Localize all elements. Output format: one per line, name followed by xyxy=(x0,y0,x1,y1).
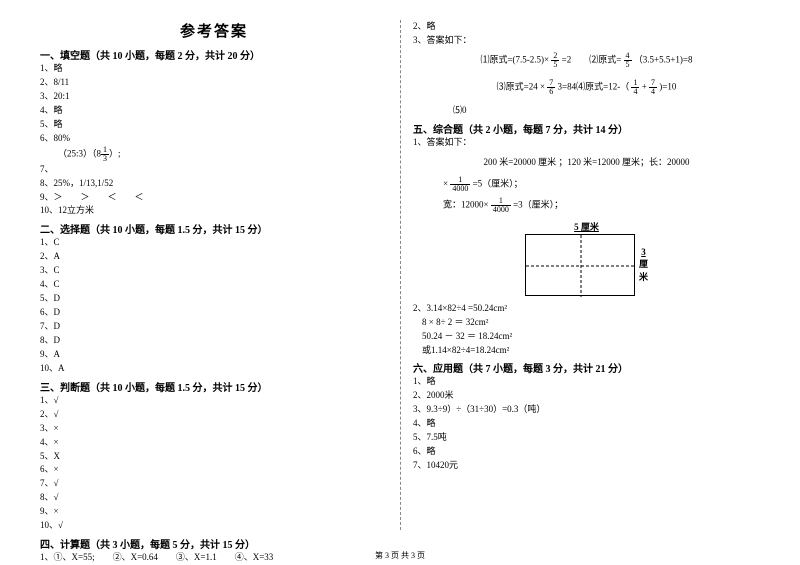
c1-2: 200 米=20000 厘米 ；120 米=12000 厘米；长：20000 xyxy=(413,156,760,170)
expr-line-1: ⑴原式=(7.5-2.5)× 25 =2 ⑵原式= 45 （3.5+5.5+1)… xyxy=(413,52,760,69)
s3-6: 6、× xyxy=(40,463,388,477)
frac-1-4000a: 14000 xyxy=(450,176,470,193)
s3-8: 8、√ xyxy=(40,491,388,505)
plus: + xyxy=(642,81,647,91)
s2-10: 10、A xyxy=(40,362,388,376)
c1-4: 宽：12000× 14000 =3（厘米）； xyxy=(413,197,760,214)
s1-2: 2、8/11 xyxy=(40,76,388,90)
s2-3: 3、C xyxy=(40,264,388,278)
s2-8: 8、D xyxy=(40,334,388,348)
rect-label-right: 3 厘 米 xyxy=(639,247,648,283)
rectangle xyxy=(525,234,635,296)
rect-dashes xyxy=(526,235,636,297)
expr2a: ⑶原式=24 × xyxy=(497,81,545,91)
frac-7-4: 74 xyxy=(649,79,657,96)
section-6-head: 六、应用题（共 7 小题，每题 3 分，共计 21 分） xyxy=(413,360,760,375)
c1-3a: × xyxy=(443,178,448,188)
expr-line-2: ⑶原式=24 × 76 3=84⑷原式=12-（ 14 + 74 )=10 xyxy=(413,79,760,96)
s1-7-label: 7、 xyxy=(40,163,388,177)
r2: 3、答案如下： xyxy=(413,34,760,48)
c1-1: 1、答案如下： xyxy=(413,136,760,150)
section-3-head: 三、判断题（共 10 小题，每题 1.5 分，共计 15 分） xyxy=(40,379,388,394)
s1-7-expr: （25:3）（813）; xyxy=(40,146,388,163)
s1-7-prefix: （25:3）（8 xyxy=(58,148,101,158)
frac-2-5: 25 xyxy=(551,52,559,69)
section-1-head: 一、填空题（共 10 小题，每题 2 分，共计 20 分） xyxy=(40,47,388,62)
s1-8: 8、25%，1/13,1/52 xyxy=(40,177,388,191)
s1-9: 9、＞ ＞ ＜ ＜ xyxy=(40,191,388,205)
c2-1: 2、3.14×82÷4 =50.24cm² xyxy=(413,302,760,316)
c2-4: 或1.14×82÷4=18.24cm² xyxy=(413,344,760,358)
c1-3: × 14000 =5（厘米）； xyxy=(413,176,760,193)
c2-2: 8 × 8÷ 2 ＝ 32cm² xyxy=(413,316,760,330)
s3-4: 4、× xyxy=(40,436,388,450)
s1-7-suffix: ）; xyxy=(109,148,121,158)
section-4-head: 四、计算题（共 3 小题，每题 5 分，共计 15 分） xyxy=(40,536,388,551)
right-column: 2、略 3、答案如下： ⑴原式=(7.5-2.5)× 25 =2 ⑵原式= 45… xyxy=(400,20,760,530)
s1-4: 4、略 xyxy=(40,104,388,118)
s1-5: 5、略 xyxy=(40,118,388,132)
s1-10: 10、12立方米 xyxy=(40,204,388,218)
s1-3: 3、20:1 xyxy=(40,90,388,104)
c1-4b: =3（厘米）； xyxy=(513,199,563,209)
page-footer: 第 3 页 共 3 页 xyxy=(0,550,800,561)
left-column: 参考答案 一、填空题（共 10 小题，每题 2 分，共计 20 分） 1、略 2… xyxy=(40,20,400,530)
c1-3b: =5（厘米）； xyxy=(473,178,523,188)
s6-1: 1、略 xyxy=(413,375,760,389)
s6-6: 6、略 xyxy=(413,445,760,459)
rr3: 米 xyxy=(639,270,648,283)
s2-9: 9、A xyxy=(40,348,388,362)
section-2-head: 二、选择题（共 10 小题，每题 1.5 分，共计 15 分） xyxy=(40,221,388,236)
expr1c: （3.5+5.5+1)=8 xyxy=(634,54,693,64)
s6-2: 2、2000米 xyxy=(413,389,760,403)
rr2: 厘 xyxy=(639,257,648,270)
page-title: 参考答案 xyxy=(40,20,388,41)
s3-2: 2、√ xyxy=(40,408,388,422)
s1-6: 6、80% xyxy=(40,132,388,146)
c1-4a: 宽：12000× xyxy=(443,199,489,209)
frac-1-4000b: 14000 xyxy=(491,197,511,214)
s6-3: 3、9.3÷9）÷（31÷30）=0.3（吨） xyxy=(413,403,760,417)
s2-6: 6、D xyxy=(40,306,388,320)
section-5-head: 五、综合题（共 2 小题，每题 7 分，共计 14 分） xyxy=(413,121,760,136)
expr1b: =2 ⑵原式= xyxy=(562,54,622,64)
r1: 2、略 xyxy=(413,20,760,34)
s3-5: 5、X xyxy=(40,450,388,464)
s6-5: 5、7.5吨 xyxy=(413,431,760,445)
frac-4-5: 45 xyxy=(624,52,632,69)
c2-3: 50.24 － 32 ＝ 18.24cm² xyxy=(413,330,760,344)
s2-4: 4、C xyxy=(40,278,388,292)
s2-7: 7、D xyxy=(40,320,388,334)
s3-10: 10、√ xyxy=(40,519,388,533)
s6-4: 4、略 xyxy=(413,417,760,431)
s3-9: 9、× xyxy=(40,505,388,519)
expr2c: )=10 xyxy=(659,81,676,91)
s3-1: 1、√ xyxy=(40,394,388,408)
s2-2: 2、A xyxy=(40,250,388,264)
frac-7-6: 76 xyxy=(547,79,555,96)
s3-7: 7、√ xyxy=(40,477,388,491)
s1-1: 1、略 xyxy=(40,62,388,76)
rect-label-top: 5 厘米 xyxy=(525,220,648,233)
frac-1-4: 14 xyxy=(631,79,639,96)
frac-1-3: 13 xyxy=(101,146,109,163)
s3-3: 3、× xyxy=(40,422,388,436)
s2-5: 5、D xyxy=(40,292,388,306)
rr1: 3 xyxy=(639,247,648,257)
s6-7: 7、10420元 xyxy=(413,459,760,473)
expr2b: 3=84⑷原式=12-（ xyxy=(558,81,630,91)
expr1a: ⑴原式=(7.5-2.5)× xyxy=(480,54,549,64)
s2-1: 1、C xyxy=(40,236,388,250)
expr3: ⑸0 xyxy=(413,104,760,118)
rectangle-figure: 5 厘米 3 厘 米 xyxy=(413,220,760,296)
